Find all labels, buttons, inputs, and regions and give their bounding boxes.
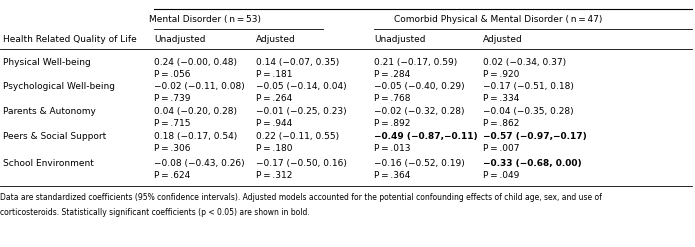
Text: Physical Well-being: Physical Well-being [3,58,91,67]
Text: P = .306: P = .306 [154,144,191,153]
Text: −0.33 (−0.68, 0.00): −0.33 (−0.68, 0.00) [483,159,582,168]
Text: Adjusted: Adjusted [256,35,295,44]
Text: Comorbid Physical & Mental Disorder ( n = 47): Comorbid Physical & Mental Disorder ( n … [394,15,603,24]
Text: Health Related Quality of Life: Health Related Quality of Life [3,35,137,44]
Text: P = .007: P = .007 [483,144,520,153]
Text: 0.02 (−0.34, 0.37): 0.02 (−0.34, 0.37) [483,58,566,67]
Text: 0.14 (−0.07, 0.35): 0.14 (−0.07, 0.35) [256,58,339,67]
Text: P = .364: P = .364 [374,171,410,180]
Text: P = .944: P = .944 [256,119,292,128]
Text: P = .180: P = .180 [256,144,293,153]
Text: Parents & Autonomy: Parents & Autonomy [3,107,97,116]
Text: Unadjusted: Unadjusted [374,35,425,44]
Text: P = .181: P = .181 [256,70,293,79]
Text: Psychological Well-being: Psychological Well-being [3,82,115,91]
Text: P = .768: P = .768 [374,94,411,103]
Text: P = .013: P = .013 [374,144,411,153]
Text: P = .920: P = .920 [483,70,519,79]
Text: P = .624: P = .624 [154,171,190,180]
Text: −0.04 (−0.35, 0.28): −0.04 (−0.35, 0.28) [483,107,573,116]
Text: corticosteroids. Statistically significant coefficients (p < 0.05) are shown in : corticosteroids. Statistically significa… [0,208,310,217]
Text: P = .284: P = .284 [374,70,410,79]
Text: 0.24 (−0.00, 0.48): 0.24 (−0.00, 0.48) [154,58,237,67]
Text: −0.49 (−0.87,−0.11): −0.49 (−0.87,−0.11) [374,132,477,141]
Text: P = .049: P = .049 [483,171,519,180]
Text: −0.57 (−0.97,−0.17): −0.57 (−0.97,−0.17) [483,132,587,141]
Text: P = .862: P = .862 [483,119,519,128]
Text: Mental Disorder ( n = 53): Mental Disorder ( n = 53) [149,15,261,24]
Text: −0.05 (−0.40, 0.29): −0.05 (−0.40, 0.29) [374,82,464,91]
Text: Unadjusted: Unadjusted [154,35,206,44]
Text: 0.22 (−0.11, 0.55): 0.22 (−0.11, 0.55) [256,132,339,141]
Text: P = .056: P = .056 [154,70,191,79]
Text: 0.04 (−0.20, 0.28): 0.04 (−0.20, 0.28) [154,107,237,116]
Text: −0.08 (−0.43, 0.26): −0.08 (−0.43, 0.26) [154,159,245,168]
Text: School Environment: School Environment [3,159,95,168]
Text: P = .264: P = .264 [256,94,292,103]
Text: P = .739: P = .739 [154,94,191,103]
Text: 0.21 (−0.17, 0.59): 0.21 (−0.17, 0.59) [374,58,457,67]
Text: −0.05 (−0.14, 0.04): −0.05 (−0.14, 0.04) [256,82,346,91]
Text: −0.01 (−0.25, 0.23): −0.01 (−0.25, 0.23) [256,107,346,116]
Text: −0.17 (−0.50, 0.16): −0.17 (−0.50, 0.16) [256,159,347,168]
Text: P = .715: P = .715 [154,119,191,128]
Text: Data are standardized coefficients (95% confidence intervals). Adjusted models a: Data are standardized coefficients (95% … [0,193,602,202]
Text: −0.02 (−0.11, 0.08): −0.02 (−0.11, 0.08) [154,82,245,91]
Text: −0.17 (−0.51, 0.18): −0.17 (−0.51, 0.18) [483,82,574,91]
Text: P = .892: P = .892 [374,119,410,128]
Text: Adjusted: Adjusted [483,35,523,44]
Text: 0.18 (−0.17, 0.54): 0.18 (−0.17, 0.54) [154,132,238,141]
Text: −0.02 (−0.32, 0.28): −0.02 (−0.32, 0.28) [374,107,464,116]
Text: Peers & Social Support: Peers & Social Support [3,132,107,141]
Text: −0.16 (−0.52, 0.19): −0.16 (−0.52, 0.19) [374,159,465,168]
Text: P = .334: P = .334 [483,94,519,103]
Text: P = .312: P = .312 [256,171,292,180]
